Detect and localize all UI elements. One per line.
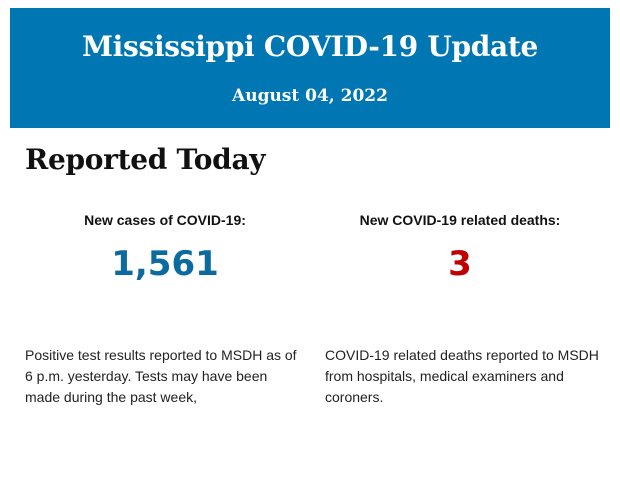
cases-description: Positive test results reported to MSDH a…: [25, 347, 297, 405]
section-title: Reported Today: [25, 143, 266, 176]
new-cases-label: New cases of COVID-19:: [84, 212, 246, 228]
new-deaths-block: New COVID-19 related deaths: 3: [315, 212, 605, 284]
header-banner: Mississippi COVID-19 Update August 04, 2…: [10, 8, 610, 128]
deaths-description: COVID-19 related deaths reported to MSDH…: [325, 347, 599, 405]
new-deaths-label: New COVID-19 related deaths:: [359, 212, 561, 228]
new-cases-block: New cases of COVID-19: 1,561: [20, 212, 310, 284]
new-cases-value: 1,561: [111, 244, 219, 284]
new-deaths-value: 3: [448, 244, 472, 284]
report-date: August 04, 2022: [232, 86, 388, 106]
page-title: Mississippi COVID-19 Update: [81, 30, 538, 63]
